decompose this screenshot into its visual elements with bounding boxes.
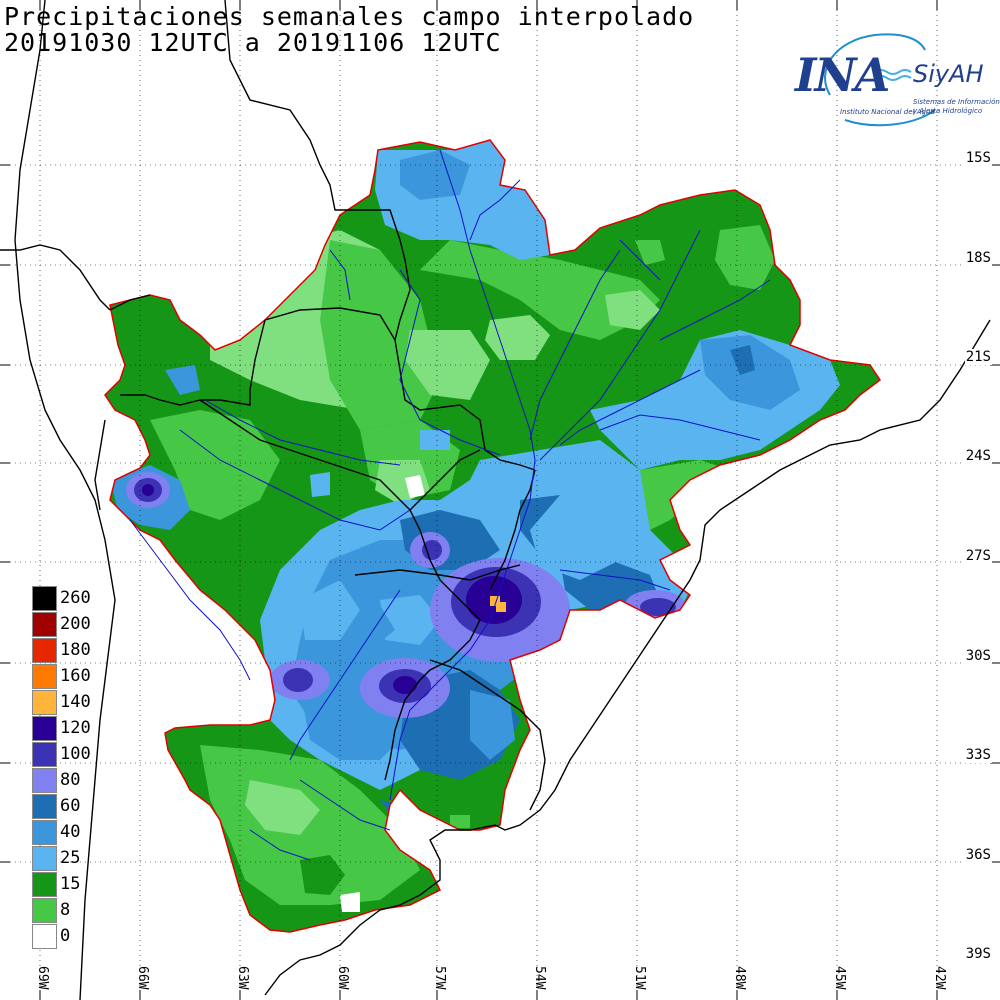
legend-item: 120 — [32, 716, 112, 742]
legend-item: 25 — [32, 846, 112, 872]
longitude-label: 42W — [932, 966, 947, 990]
legend-label: 160 — [60, 666, 91, 686]
legend-swatch — [32, 612, 57, 637]
legend-label: 180 — [60, 640, 91, 660]
legend-swatch — [32, 846, 57, 871]
legend-swatch — [32, 898, 57, 923]
latitude-label: 27S — [964, 548, 992, 564]
latitude-label: 36S — [964, 847, 992, 863]
legend-swatch — [32, 638, 57, 663]
longitude-label: 54W — [532, 966, 547, 990]
map-period: 20191030 12UTC a 20191106 12UTC — [4, 28, 502, 57]
longitude-label: 69W — [35, 966, 50, 990]
map-title: Precipitaciones semanales campo interpol… — [4, 2, 695, 31]
legend-swatch — [32, 820, 57, 845]
legend-label: 8 — [60, 900, 71, 920]
legend-item: 40 — [32, 820, 112, 846]
legend-label: 100 — [60, 744, 91, 764]
legend-item: 15 — [32, 872, 112, 898]
legend-swatch — [32, 768, 57, 793]
legend-label: 0 — [60, 926, 71, 946]
legend-item: 160 — [32, 664, 112, 690]
legend-label: 15 — [60, 874, 81, 894]
legend-swatch — [32, 794, 57, 819]
legend-item: 140 — [32, 690, 112, 716]
longitude-label: 60W — [335, 966, 350, 990]
ina-siyah-logo: INA SiyAH Instituto Nacional del Agua Si… — [795, 30, 1000, 130]
logo-swoosh-icon — [824, 33, 936, 127]
legend-swatch — [32, 586, 57, 611]
legend-label: 260 — [60, 588, 91, 608]
rivers — [129, 149, 771, 861]
longitude-label: 45W — [832, 966, 847, 990]
legend-label: 120 — [60, 718, 91, 738]
legend-swatch — [32, 664, 57, 689]
longitude-label: 66W — [135, 966, 150, 990]
logo-product: SiyAH — [913, 60, 984, 88]
logo-tagline: Sistemas de Información y Alerta Hidroló… — [913, 98, 1000, 115]
latitude-label: 39S — [964, 946, 992, 962]
legend-item: 0 — [32, 924, 112, 950]
legend-item: 80 — [32, 768, 112, 794]
latitude-label: 15S — [964, 150, 992, 166]
latitude-label: 33S — [964, 747, 992, 763]
legend-swatch — [32, 690, 57, 715]
latitude-label: 21S — [964, 349, 992, 365]
longitude-label: 57W — [432, 966, 447, 990]
legend-label: 25 — [60, 848, 81, 868]
latitude-label: 30S — [964, 648, 992, 664]
longitude-label: 48W — [732, 966, 747, 990]
latitude-label: 18S — [964, 250, 992, 266]
legend-swatch — [32, 872, 57, 897]
legend-item: 180 — [32, 638, 112, 664]
legend-label: 80 — [60, 770, 81, 790]
logo-subtitle: Instituto Nacional del Agua — [840, 108, 935, 116]
legend-swatch — [32, 924, 57, 949]
legend-label: 40 — [60, 822, 81, 842]
longitude-label: 63W — [235, 966, 250, 990]
legend-label: 60 — [60, 796, 81, 816]
legend-item: 200 — [32, 612, 112, 638]
latitude-label: 24S — [964, 448, 992, 464]
legend-label: 200 — [60, 614, 91, 634]
legend-swatch — [32, 716, 57, 741]
legend-label: 140 — [60, 692, 91, 712]
legend-item: 260 — [32, 586, 112, 612]
legend-item: 100 — [32, 742, 112, 768]
legend-item: 8 — [32, 898, 112, 924]
longitude-label: 51W — [632, 966, 647, 990]
logo-name: INA — [795, 48, 890, 102]
legend-item: 60 — [32, 794, 112, 820]
legend-swatch — [32, 742, 57, 767]
